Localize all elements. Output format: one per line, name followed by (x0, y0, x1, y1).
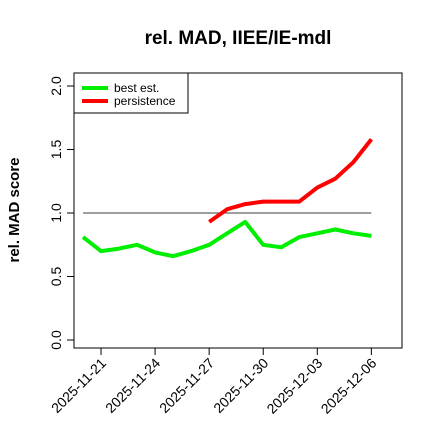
plot-frame (73, 72, 403, 349)
x-tick-label: 2025-12-03 (263, 355, 325, 417)
legend-box (73, 72, 189, 114)
series-lines (81, 138, 373, 259)
x-tick-label: 2025-11-30 (210, 355, 271, 416)
x-tick-label: 2025-12-06 (318, 355, 380, 417)
y-axis-label: rel. MAD score (6, 157, 23, 262)
y-tick-label: 1.5 (48, 140, 64, 160)
series-line-persistence (208, 138, 373, 224)
legend: best est. persistence (73, 72, 189, 114)
x-axis: 2025-11-212025-11-242025-11-272025-11-30… (48, 348, 380, 417)
y-tick-label: 1.0 (48, 203, 64, 223)
x-tick-label: 2025-11-21 (48, 355, 109, 416)
chart-title: rel. MAD, IIEE/IE-mdl (145, 28, 332, 49)
y-tick-label: 0.0 (48, 330, 64, 350)
legend-label-best-est: best est. (114, 81, 159, 95)
y-tick-label: 2.0 (48, 76, 64, 96)
y-axis: 0.0 0.5 1.0 1.5 2.0 (48, 76, 74, 350)
series-line-best-est (81, 219, 372, 259)
legend-label-persistence: persistence (114, 94, 176, 108)
x-tick-label: 2025-11-24 (102, 355, 163, 416)
x-tick-label: 2025-11-27 (156, 355, 217, 416)
y-tick-label: 0.5 (48, 267, 64, 287)
